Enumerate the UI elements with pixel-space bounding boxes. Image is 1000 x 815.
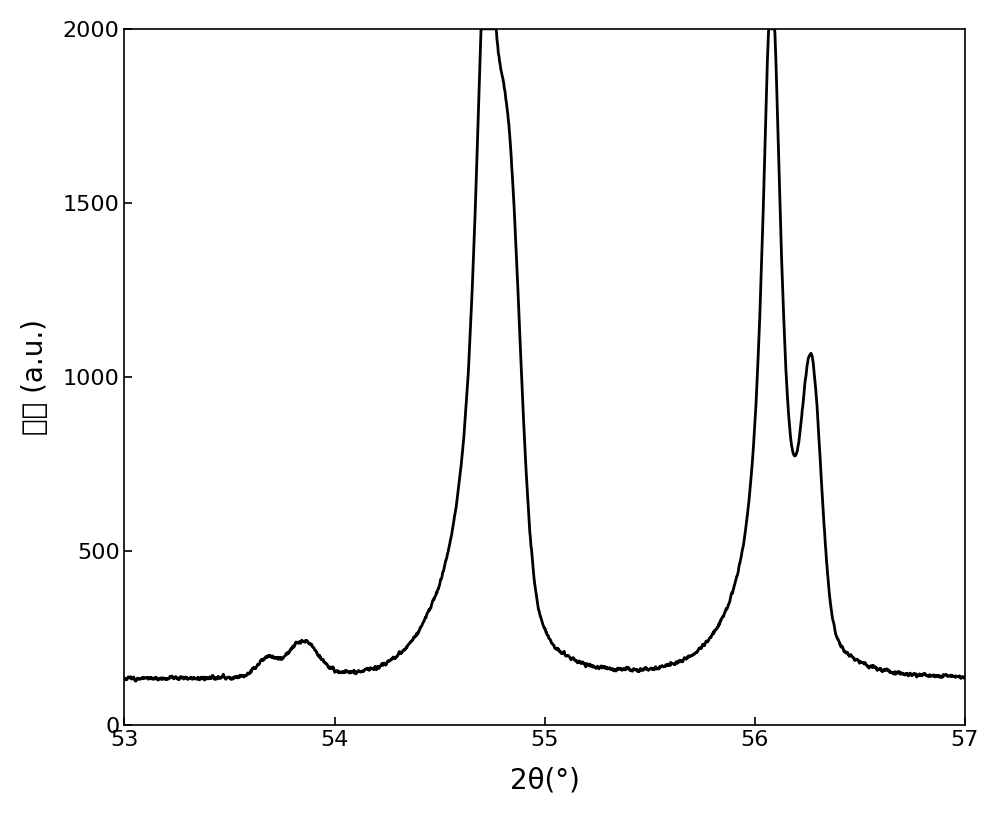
Y-axis label: 强度 (a.u.): 强度 (a.u.): [21, 319, 49, 434]
X-axis label: 2θ(°): 2θ(°): [510, 766, 580, 794]
